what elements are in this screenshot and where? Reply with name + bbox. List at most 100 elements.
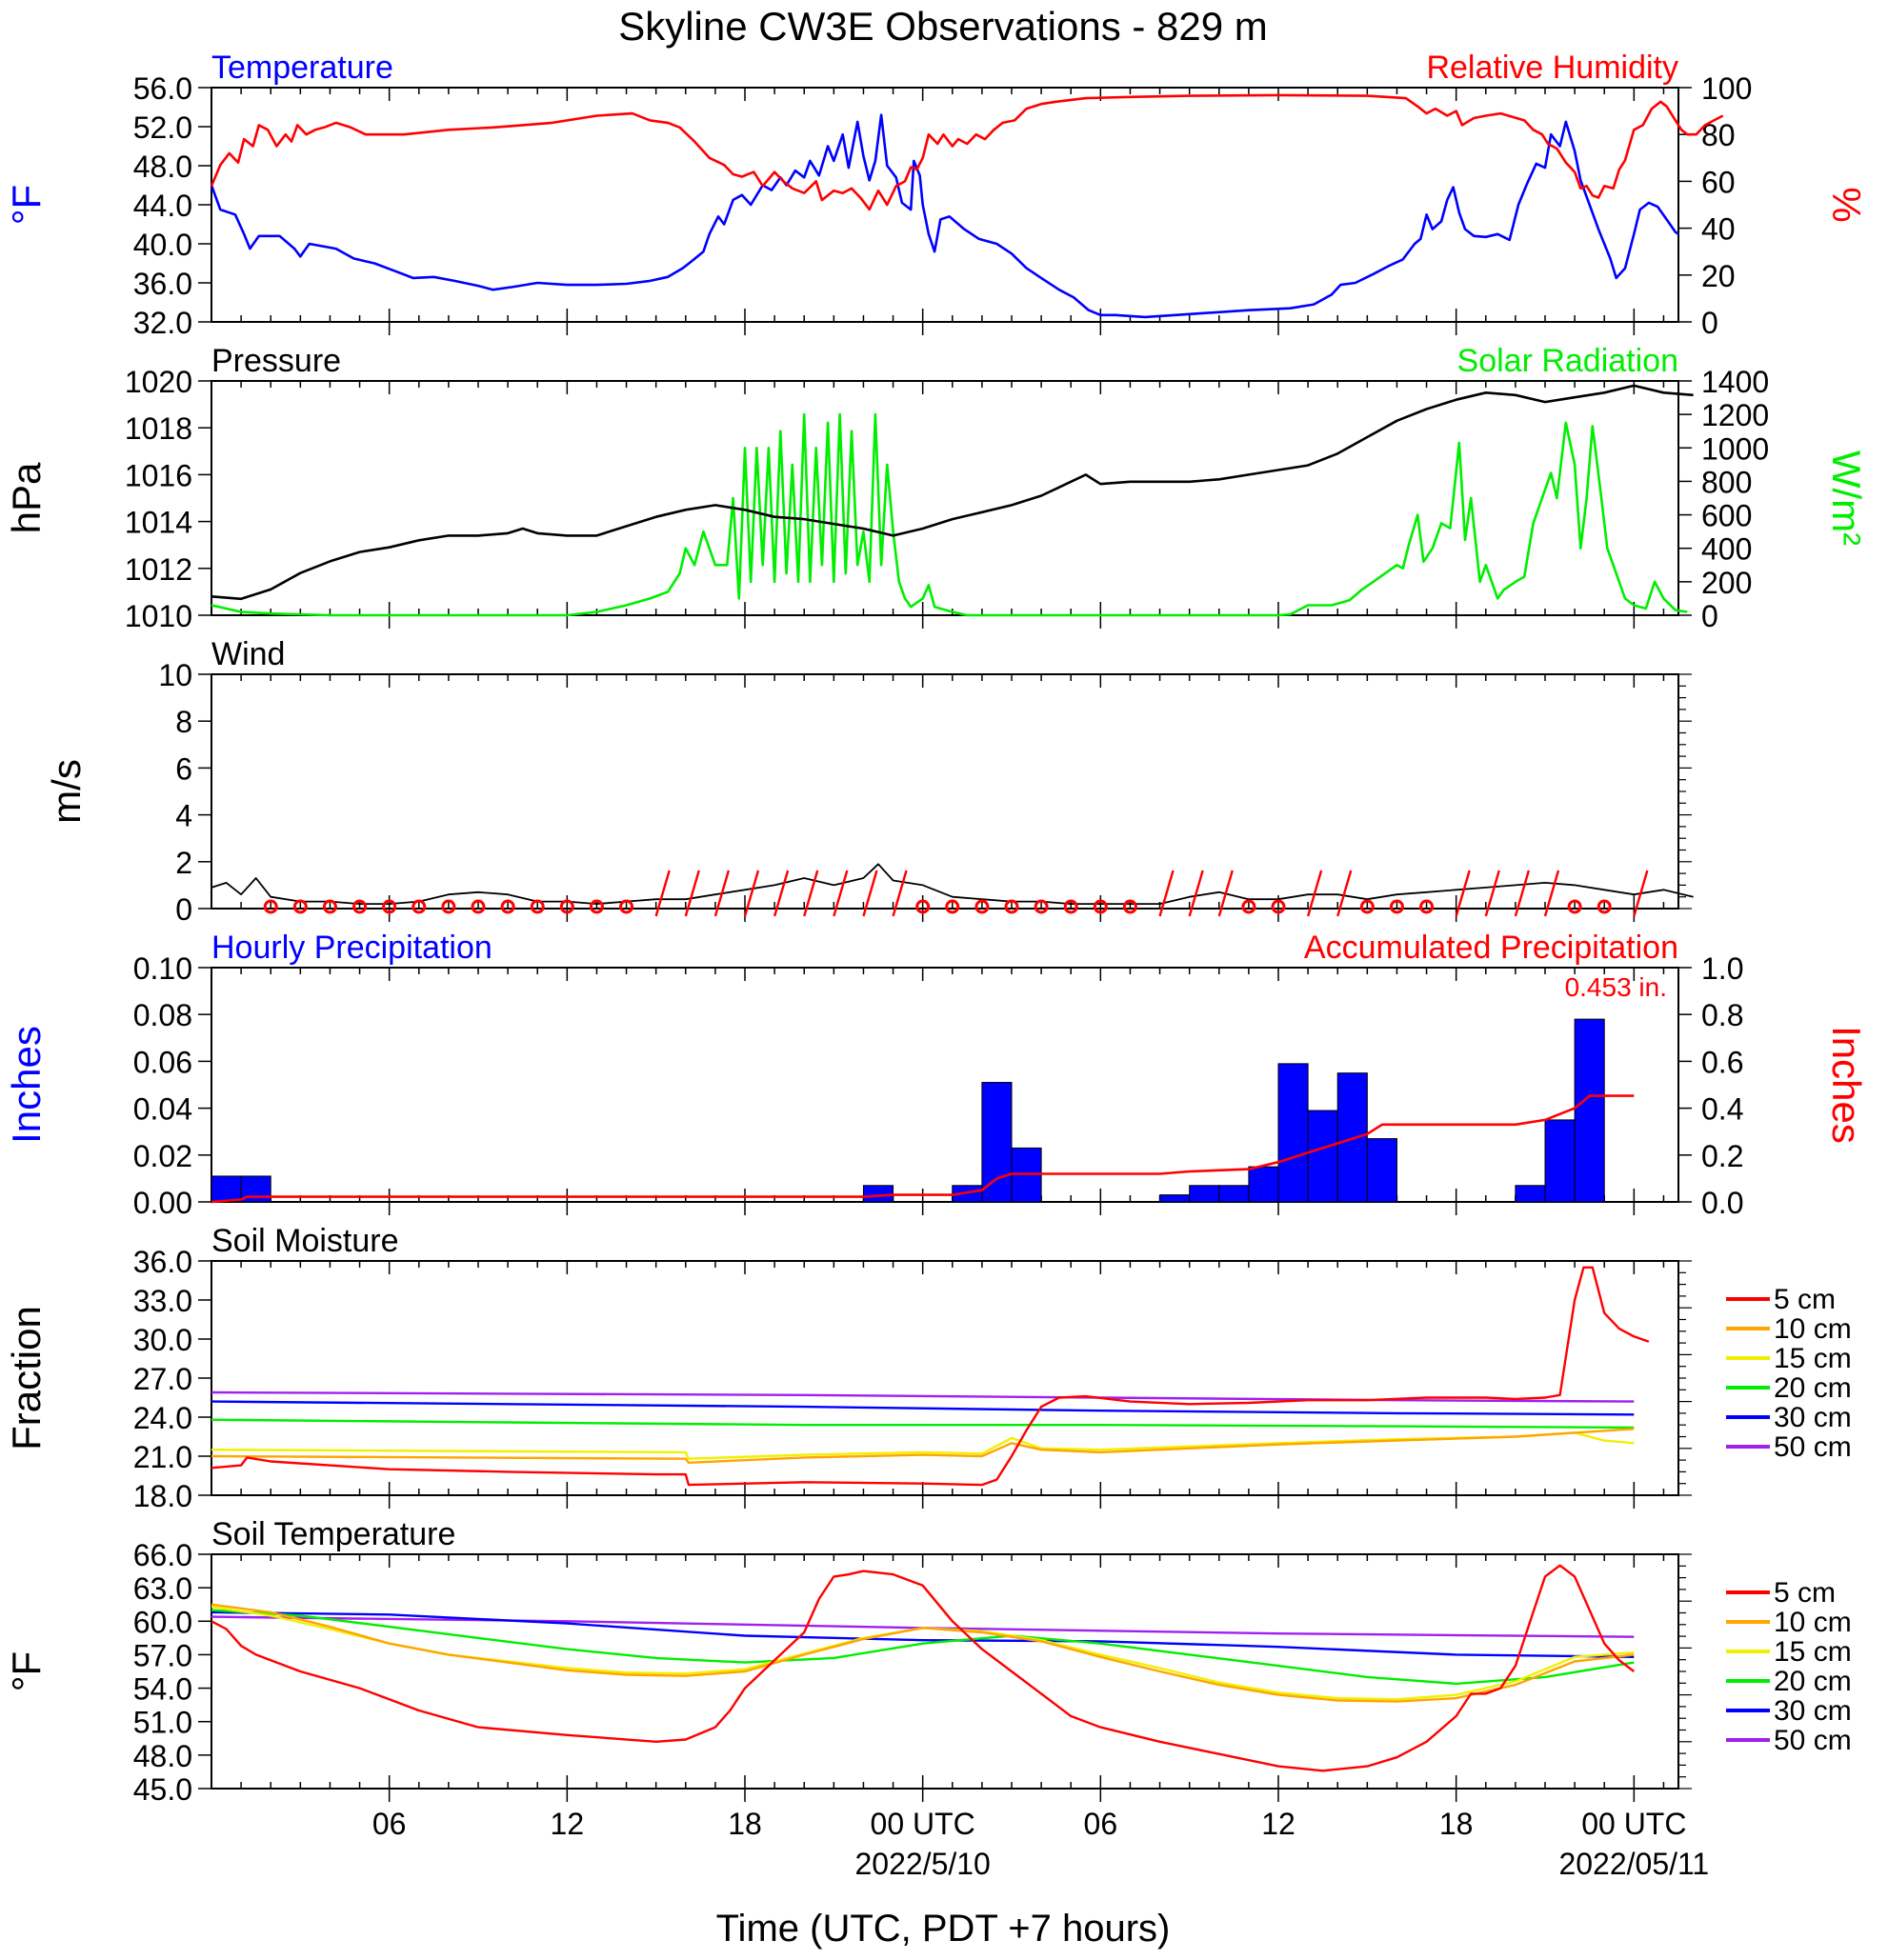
humidity-title: Relative Humidity [1426,50,1678,86]
y2-tick-label: 20 [1701,259,1736,293]
y-tick-label: 30.0 [133,1323,192,1357]
y2-tick-label: 0 [1701,306,1718,340]
calm-marker [1241,899,1256,914]
wind-barb [1514,870,1531,917]
x-tick-label: 00 UTC [871,1807,975,1841]
precip-bar [862,1185,894,1203]
wind-title: Wind [211,636,285,672]
y2-tick-label: 0.4 [1701,1092,1743,1127]
y-tick-label: 18.0 [133,1479,192,1513]
panel-pressure_solar: 1020 1018 1016 1014 1012 1010 1400120010008006… [4,343,1869,633]
y-tick-label: 52.0 [133,110,192,145]
y-tick-label: 27.0 [133,1362,192,1396]
precip-bar [1189,1185,1220,1203]
y2-tick-label: 60 [1701,165,1736,199]
series-moisture-20cm [211,1418,1635,1430]
calm-marker [1034,899,1049,914]
legend-label: 15 cm [1774,1343,1852,1374]
y-tick-label: 0.08 [133,998,192,1032]
calm-marker [1122,899,1137,914]
wind-barb [1633,870,1649,917]
legend-label: 30 cm [1774,1402,1852,1433]
solar-unit: W/m² [1824,450,1869,546]
calm-marker [559,899,574,914]
x-tick-label: 12 [1261,1807,1295,1841]
y-tick-label: 66.0 [133,1538,192,1572]
y-tick-label: 60.0 [133,1605,192,1639]
y2-tick-label: 100 [1701,71,1752,106]
series-soiltemp-20cm [211,1609,1635,1686]
calm-marker [500,899,515,914]
calm-marker [1389,899,1404,914]
y2-tick-label: 1400 [1701,365,1769,399]
y-tick-label: 0.00 [133,1186,192,1220]
precip-total-label: 0.453 in. [1565,972,1667,1002]
calm-marker [471,899,486,914]
soil-temp-unit: °F [4,1651,49,1691]
calm-marker [1004,899,1019,914]
y-tick-label: 4 [175,799,192,833]
calm-marker [322,899,337,914]
series-soiltemp-5cm [211,1564,1636,1772]
wind-barb [1158,870,1175,917]
legend-label: 15 cm [1774,1636,1852,1668]
wind-barb [743,870,760,917]
calm-marker [1419,899,1435,914]
accum-precip-unit: Inches [1824,1026,1869,1144]
wind-barb [654,870,671,917]
calm-marker [441,899,456,914]
y2-tick-label: 400 [1701,532,1752,567]
wind-barb [1188,870,1204,917]
y2-tick-label: 200 [1701,566,1752,600]
y-tick-label: 36.0 [133,1245,192,1279]
wind-barb [892,870,908,917]
y-tick-label: 0.04 [133,1092,192,1127]
soil-moisture-unit: Fraction [4,1306,49,1450]
calm-marker [352,899,368,914]
precip-bar [1366,1138,1397,1203]
calm-marker [915,899,931,914]
y-tick-label: 8 [175,705,192,739]
x-tick-label: 06 [1084,1807,1118,1841]
y-tick-label: 21.0 [133,1440,192,1474]
panel-soil_moisture: 36.0 33.0 30.0 27.0 24.0 21.0 18.0 Soil Moistur… [4,1223,1852,1513]
calm-marker [292,899,308,914]
panel-frame [211,967,1679,1203]
wind-barb [713,870,731,917]
legend-label: 5 cm [1774,1577,1836,1609]
wind-barb [1484,870,1500,917]
y2-tick-label: 0.2 [1701,1139,1743,1173]
y-tick-label: 0.02 [133,1139,192,1173]
precip-bar [1248,1166,1279,1203]
y2-tick-label: 1.0 [1701,951,1743,986]
series-moisture-10cm [211,1428,1635,1464]
calm-marker [619,899,634,914]
series-relative-humidity [210,93,1724,211]
series-soiltemp-30cm [211,1610,1635,1658]
y-tick-label: 33.0 [133,1284,192,1318]
calm-marker [412,899,427,914]
series-accumulated-precipitation [211,1094,1635,1204]
calm-marker [1063,899,1078,914]
series-solar-radiation [211,412,1688,617]
panel-frame [211,380,1679,616]
calm-marker [945,899,960,914]
y2-tick-label: 40 [1701,212,1736,247]
calm-marker [1271,899,1286,914]
series-moisture-5cm [211,1266,1650,1487]
legend-label: 10 cm [1774,1313,1852,1345]
accum-precip-title: Accumulated Precipitation [1304,930,1678,966]
temperature-title: Temperature [211,50,393,86]
wind-barb [684,870,700,917]
y-tick-label: 54.0 [133,1672,192,1707]
y-tick-label: 1018 [125,411,192,446]
y2-tick-label: 0 [1701,599,1718,633]
y-tick-label: 2 [175,846,192,880]
calm-marker [530,899,545,914]
soil-moisture-title: Soil Moisture [211,1223,399,1259]
x-tick-date: 2022/5/10 [854,1847,990,1881]
x-tick-label: 12 [551,1807,585,1841]
precip-bar [1307,1110,1338,1203]
legend-label: 20 cm [1774,1666,1852,1697]
